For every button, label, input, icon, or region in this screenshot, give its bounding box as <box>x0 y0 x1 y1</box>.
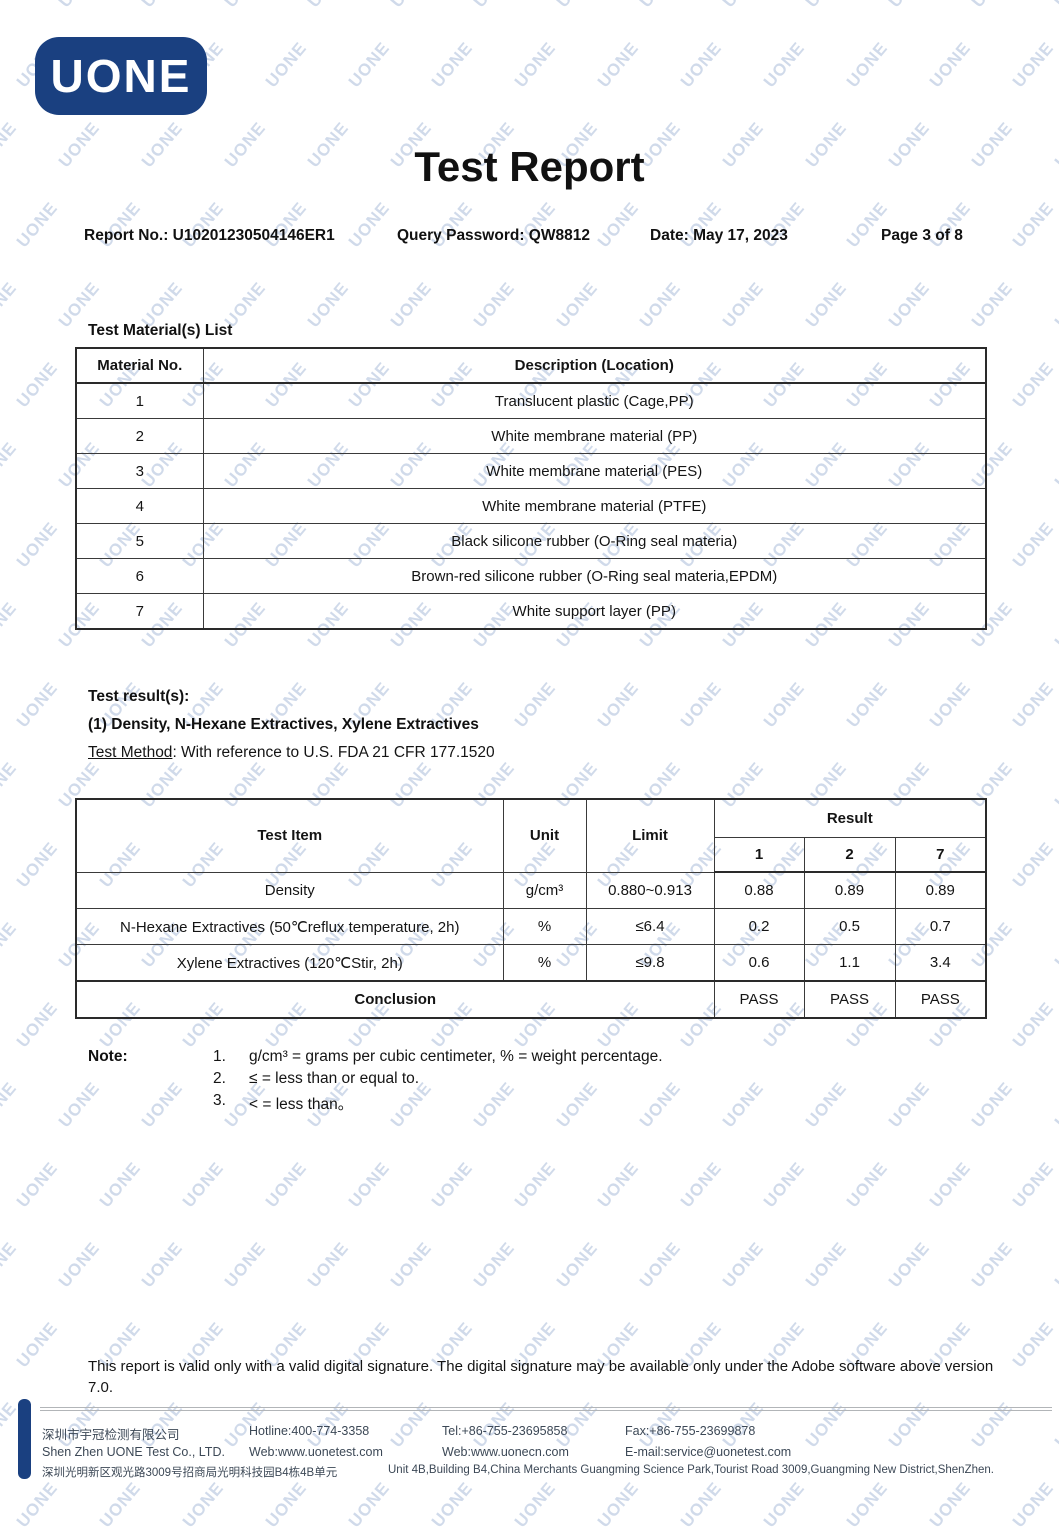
footer-fax: Fax:+86-755-23699878 <box>625 1424 756 1438</box>
table-row: N-Hexane Extractives (50℃reflux temperat… <box>75 908 987 945</box>
note-item-text: g/cm³ = grams per cubic centimeter, % = … <box>249 1048 663 1065</box>
test-method-label: Test Method <box>88 744 173 761</box>
uone-logo-text: UONE <box>50 50 192 102</box>
query-password: Query Password: QW8812 <box>397 227 590 244</box>
test-results-heading: Test result(s): <box>88 688 190 705</box>
cell-description: Black silicone rubber (O-Ring seal mater… <box>202 523 987 559</box>
cell-material-no: 7 <box>75 593 204 630</box>
cell-result-2: 1.1 <box>803 944 896 982</box>
page-indicator: Page 3 of 8 <box>881 227 963 244</box>
cell-result-1: 0.88 <box>713 871 805 909</box>
test-results-subheading: (1) Density, N-Hexane Extractives, Xylen… <box>88 716 479 733</box>
test-method-text: : With reference to U.S. FDA 21 CFR 177.… <box>172 744 495 761</box>
cell-limit: 0.880~0.913 <box>585 871 715 909</box>
cell-limit: ≤6.4 <box>585 908 715 945</box>
footer-accent-bar <box>18 1399 31 1479</box>
report-date: Date: May 17, 2023 <box>650 227 788 244</box>
col-header-test-item: Test Item <box>75 798 504 873</box>
cell-material-no: 5 <box>75 523 204 559</box>
footer-company-cn: 深圳市宇冠检测有限公司 <box>42 1428 180 1442</box>
table-row: 3 White membrane material (PES) <box>75 453 987 489</box>
cell-test-item: Density <box>75 871 504 909</box>
col-header-result-7: 7 <box>894 837 987 873</box>
note-item-number: 3. <box>213 1092 226 1109</box>
conclusion-result-7: PASS <box>894 980 987 1019</box>
cell-material-no: 1 <box>75 382 204 419</box>
footer-web-2: Web:www.uonecn.com <box>442 1445 569 1459</box>
table-row: 5 Black silicone rubber (O-Ring seal mat… <box>75 523 987 559</box>
note-item-text: ≤ = less than or equal to. <box>249 1070 420 1087</box>
col-header-limit: Limit <box>585 798 715 873</box>
results-header-row-2: 1 2 7 <box>76 837 987 873</box>
page-title: Test Report <box>414 143 645 190</box>
table-row: 7 White support layer (PP) <box>75 593 987 630</box>
cell-test-item: N-Hexane Extractives (50℃reflux temperat… <box>75 908 504 945</box>
cell-result-2: 0.5 <box>803 908 896 945</box>
uone-logo: UONE <box>35 37 207 115</box>
footer-separator <box>40 1407 1052 1411</box>
materials-table: Material No. Description (Location) 1 Tr… <box>75 347 987 630</box>
footer-hotline: Hotline:400-774-3358 <box>249 1424 370 1438</box>
note-item-text: < = less than。 <box>249 1096 354 1113</box>
cell-result-2: 0.89 <box>803 871 896 909</box>
conclusion-result-1: PASS <box>713 980 805 1019</box>
note-item-number: 1. <box>213 1048 226 1065</box>
footer-tel: Tel:+86-755-23695858 <box>442 1424 568 1438</box>
report-number: Report No.: U10201230504146ER1 <box>84 227 335 244</box>
cell-unit: % <box>502 944 587 982</box>
cell-result-1: 0.2 <box>713 908 805 945</box>
cell-material-no: 4 <box>75 488 204 524</box>
footer-web-1: Web:www.uonetest.com <box>249 1445 383 1459</box>
cell-material-no: 3 <box>75 453 204 489</box>
col-header-result: Result <box>713 798 987 838</box>
table-row: 6 Brown-red silicone rubber (O-Ring seal… <box>75 558 987 594</box>
col-header-result-2: 2 <box>803 837 896 873</box>
validity-disclaimer: This report is valid only with a valid d… <box>88 1358 994 1396</box>
note-item-number: 2. <box>213 1070 226 1087</box>
table-row: 1 Translucent plastic (Cage,PP) <box>75 382 987 419</box>
materials-header-row: Material No. Description (Location) <box>75 347 987 384</box>
note-label: Note: <box>88 1048 128 1065</box>
cell-test-item: Xylene Extractives (120℃Stir, 2h) <box>75 944 504 982</box>
footer-company-en: Shen Zhen UONE Test Co., LTD. <box>42 1445 225 1459</box>
footer-address-cn: 深圳光明新区观光路3009号招商局光明科技园B4栋4B单元 <box>42 1467 338 1479</box>
materials-list-heading: Test Material(s) List <box>88 322 233 339</box>
cell-result-7: 3.4 <box>894 944 987 982</box>
results-table: Test Item Unit Limit Result 1 2 7 Densit… <box>75 798 988 1019</box>
cell-description: White membrane material (PP) <box>202 418 987 454</box>
cell-description: White support layer (PP) <box>202 593 987 630</box>
conclusion-label: Conclusion <box>75 980 715 1019</box>
col-header-result-1: 1 <box>713 837 805 873</box>
cell-description: Brown-red silicone rubber (O-Ring seal m… <box>202 558 987 594</box>
report-page: UONE Test Report Report No.: U1020123050… <box>18 37 1052 1479</box>
test-method-line: Test Method: With reference to U.S. FDA … <box>88 744 495 762</box>
cell-result-1: 0.6 <box>713 944 805 982</box>
cell-material-no: 2 <box>75 418 204 454</box>
cell-limit: ≤9.8 <box>585 944 715 982</box>
col-header-description: Description (Location) <box>202 347 987 384</box>
cell-result-7: 0.89 <box>894 871 987 909</box>
cell-description: White membrane material (PTFE) <box>202 488 987 524</box>
col-header-unit: Unit <box>502 798 587 873</box>
cell-result-7: 0.7 <box>894 908 987 945</box>
table-row: 4 White membrane material (PTFE) <box>75 488 987 524</box>
conclusion-result-2: PASS <box>803 980 896 1019</box>
results-header-row-1: Test Item Unit Limit Result <box>75 798 987 873</box>
col-header-material-no: Material No. <box>75 347 204 384</box>
cell-unit: g/cm³ <box>502 871 587 909</box>
table-row: Density g/cm³ 0.880~0.913 0.88 0.89 0.89 <box>75 871 987 909</box>
cell-material-no: 6 <box>75 558 204 594</box>
conclusion-row: Conclusion PASS PASS PASS <box>75 980 987 1019</box>
footer-email: E-mail:service@uonetest.com <box>625 1445 792 1459</box>
table-row: Xylene Extractives (120℃Stir, 2h) % ≤9.8… <box>75 944 987 982</box>
footer-address-en: Unit 4B,Building B4,China Merchants Guan… <box>388 1464 994 1476</box>
table-row: 2 White membrane material (PP) <box>75 418 987 454</box>
cell-unit: % <box>502 908 587 945</box>
cell-description: White membrane material (PES) <box>202 453 987 489</box>
cell-description: Translucent plastic (Cage,PP) <box>202 382 987 419</box>
